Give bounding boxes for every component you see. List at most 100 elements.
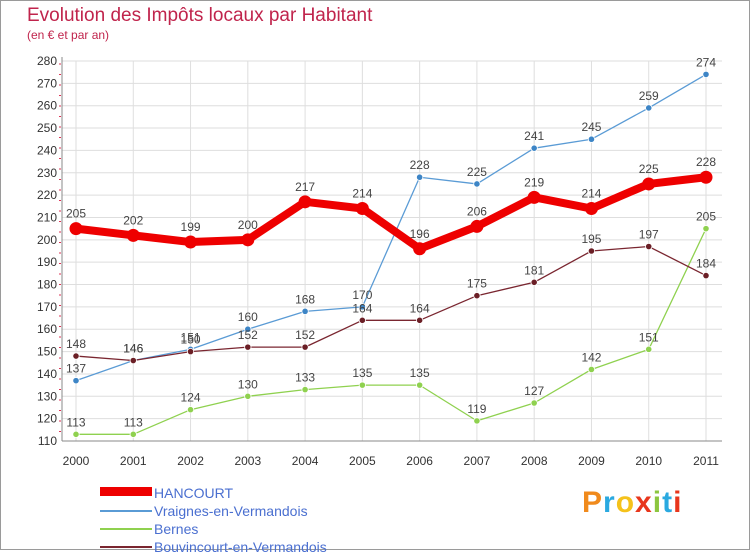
data-label-bernes: 135 (352, 366, 372, 380)
data-label-hancourt: 219 (524, 175, 544, 189)
data-point-bouvincourt-en-vermandois (416, 316, 424, 324)
data-point-bernes (72, 430, 80, 438)
data-point-vraignes-en-vermandois (416, 173, 424, 181)
data-label-bernes: 135 (410, 366, 430, 380)
data-point-bouvincourt-en-vermandois (358, 316, 366, 324)
data-point-hancourt (241, 233, 255, 247)
data-label-bouvincourt-en-vermandois: 175 (467, 277, 487, 291)
x-tick-label: 2002 (177, 454, 204, 468)
data-point-hancourt (527, 190, 541, 204)
data-label-bouvincourt-en-vermandois: 152 (238, 328, 258, 342)
data-label-vraignes-en-vermandois: 151 (181, 330, 201, 344)
data-point-hancourt (470, 219, 484, 233)
data-point-bernes (587, 365, 596, 374)
x-tick-label: 2000 (63, 454, 90, 468)
data-label-hancourt: 228 (696, 155, 716, 169)
data-label-hancourt: 196 (410, 227, 430, 241)
data-label-vraignes-en-vermandois: 259 (639, 89, 659, 103)
data-point-bernes (416, 381, 424, 389)
legend-label-bouvincourt: Bouvincourt-en-Vermandois (154, 539, 327, 555)
data-point-bouvincourt-en-vermandois (72, 352, 80, 360)
data-label-hancourt: 199 (181, 220, 201, 234)
y-tick-label: 270 (37, 76, 57, 90)
x-tick-label: 2011 (693, 454, 719, 468)
data-point-hancourt (184, 235, 198, 249)
y-tick-label: 110 (38, 434, 57, 448)
data-point-hancourt (642, 177, 656, 191)
data-label-bernes: 205 (696, 210, 716, 224)
data-point-bernes (244, 392, 252, 400)
data-point-bouvincourt-en-vermandois (645, 242, 653, 251)
data-point-bernes (301, 385, 309, 394)
y-tick-label: 190 (37, 255, 57, 269)
data-label-bouvincourt-en-vermandois: 164 (410, 301, 430, 315)
data-label-bouvincourt-en-vermandois: 152 (295, 328, 315, 342)
data-point-vraignes-en-vermandois (301, 307, 309, 315)
data-point-hancourt (413, 242, 427, 256)
x-tick-label: 2010 (635, 454, 662, 468)
data-label-bouvincourt-en-vermandois: 184 (696, 257, 716, 271)
data-point-bouvincourt-en-vermandois (587, 247, 596, 255)
data-label-bouvincourt-en-vermandois: 148 (66, 337, 86, 351)
data-label-bouvincourt-en-vermandois: 146 (123, 342, 143, 356)
legend-label-hancourt: HANCOURT (154, 485, 234, 501)
y-tick-label: 250 (37, 121, 57, 135)
legend-swatch-bouvincourt (100, 546, 152, 548)
y-tick-label: 210 (37, 210, 57, 224)
data-point-bouvincourt-en-vermandois (702, 271, 710, 280)
y-tick-label: 130 (37, 389, 57, 403)
data-label-hancourt: 225 (639, 162, 659, 176)
x-tick-label: 2001 (120, 454, 147, 468)
data-label-bernes: 113 (66, 415, 85, 429)
data-label-hancourt: 214 (581, 187, 601, 201)
data-label-bernes: 127 (524, 384, 544, 398)
x-tick-label: 2008 (521, 454, 548, 468)
data-label-vraignes-en-vermandois: 137 (66, 362, 86, 376)
data-point-vraignes-en-vermandois (72, 377, 80, 385)
data-label-bernes: 124 (181, 391, 201, 405)
data-point-bernes (645, 345, 653, 353)
x-tick-label: 2005 (349, 454, 376, 468)
data-point-bouvincourt-en-vermandois (301, 343, 309, 351)
chart-subtitle: (en € et par an) (27, 28, 110, 42)
data-point-bouvincourt-en-vermandois (186, 347, 195, 356)
data-label-bouvincourt-en-vermandois: 164 (352, 301, 372, 315)
data-label-hancourt: 202 (123, 213, 143, 227)
data-point-vraignes-en-vermandois (587, 135, 596, 143)
data-label-bernes: 113 (124, 415, 143, 429)
x-tick-label: 2009 (578, 454, 605, 468)
data-point-hancourt (584, 202, 598, 216)
data-point-bernes (186, 406, 195, 414)
data-label-vraignes-en-vermandois: 241 (524, 129, 544, 143)
data-point-bernes (702, 225, 710, 233)
legend-label-bernes: Bernes (154, 521, 199, 537)
data-point-hancourt (126, 228, 140, 242)
x-tick-label: 2004 (292, 454, 319, 468)
data-point-vraignes-en-vermandois (473, 180, 481, 188)
y-tick-label: 240 (37, 143, 57, 157)
data-point-vraignes-en-vermandois (244, 325, 252, 333)
series-line-bouvincourt-en-vermandois (75, 245, 707, 362)
data-label-vraignes-en-vermandois: 146 (123, 342, 143, 356)
data-label-bernes: 119 (467, 402, 486, 416)
y-tick-label: 120 (37, 412, 57, 426)
data-point-hancourt (699, 170, 713, 184)
data-label-vraignes-en-vermandois: 160 (238, 310, 258, 324)
data-point-bouvincourt-en-vermandois (530, 278, 538, 286)
data-point-hancourt (298, 195, 312, 209)
data-label-hancourt: 206 (467, 204, 487, 218)
y-tick-label: 180 (37, 278, 57, 292)
legend-swatch-vraignes (100, 510, 152, 512)
y-tick-label: 140 (37, 367, 57, 381)
chart-title: Evolution des Impôts locaux par Habitant (27, 5, 373, 26)
data-label-bernes: 142 (581, 350, 601, 364)
data-label-vraignes-en-vermandois: 274 (696, 55, 716, 69)
y-tick-label: 160 (37, 322, 57, 336)
data-label-bouvincourt-en-vermandois: 195 (581, 232, 601, 246)
data-label-hancourt: 205 (66, 207, 86, 221)
data-point-bernes (129, 430, 137, 438)
series-line-hancourt (72, 173, 710, 253)
data-point-hancourt (69, 222, 83, 236)
data-point-vraignes-en-vermandois (358, 303, 366, 311)
